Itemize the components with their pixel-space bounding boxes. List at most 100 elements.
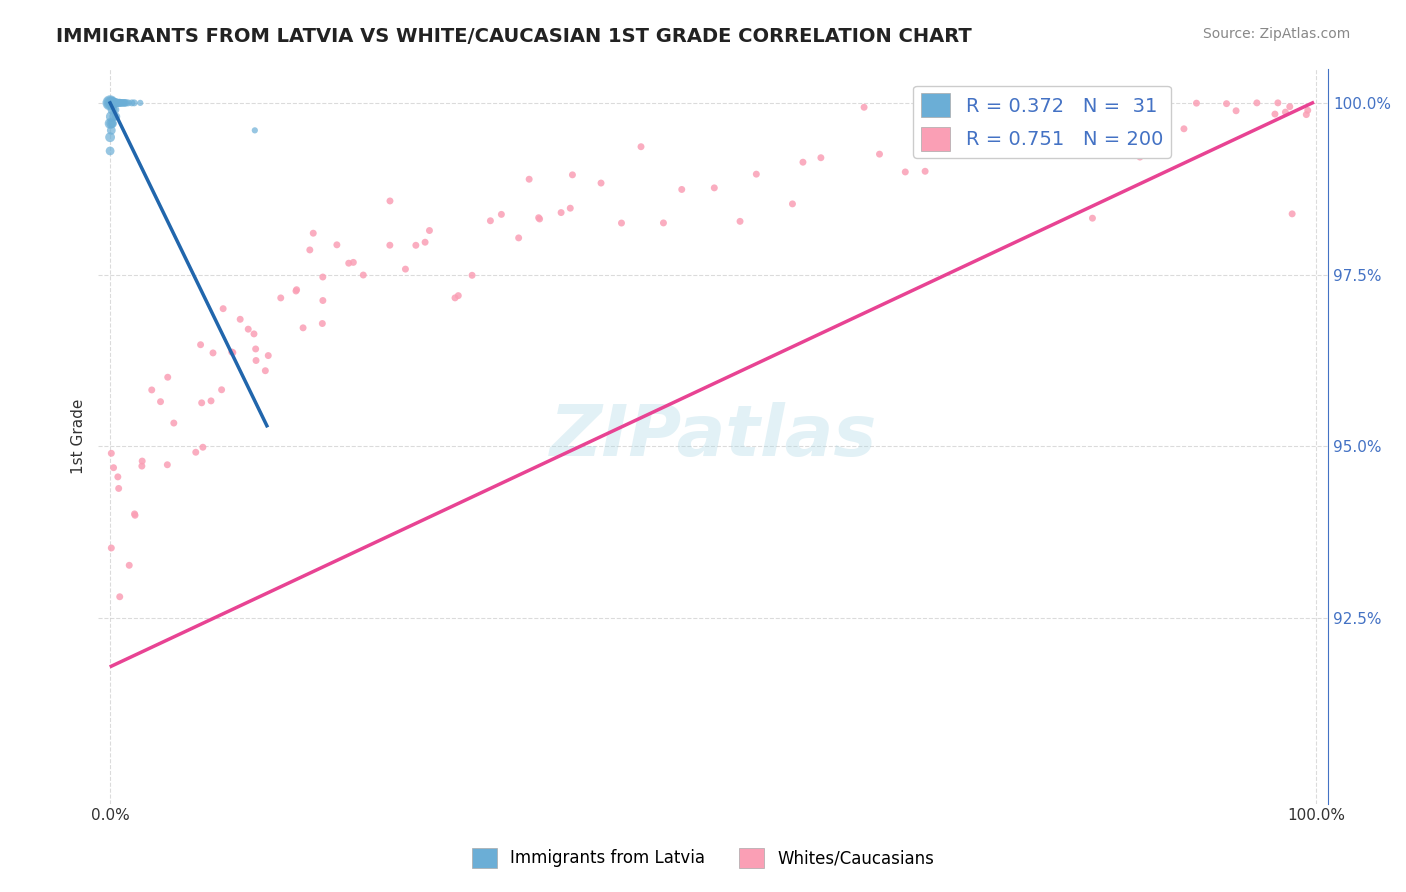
Point	[221, 345, 243, 359]
Point	[190, 396, 212, 410]
Text: ZIPatlas: ZIPatlas	[550, 401, 877, 471]
Point	[589, 176, 612, 190]
Point	[987, 95, 1010, 110]
Text: IMMIGRANTS FROM LATVIA VS WHITE/CAUCASIAN 1ST GRADE CORRELATION CHART: IMMIGRANTS FROM LATVIA VS WHITE/CAUCASIA…	[56, 27, 972, 45]
Point	[745, 167, 768, 181]
Point	[114, 95, 136, 110]
Point	[550, 205, 572, 219]
Point	[257, 349, 280, 363]
Point	[100, 116, 122, 130]
Point	[1246, 95, 1268, 110]
Point	[394, 262, 416, 277]
Point	[312, 270, 335, 285]
Point	[292, 321, 315, 335]
Point	[118, 558, 141, 573]
Point	[100, 541, 122, 555]
Point	[298, 243, 321, 257]
Point	[112, 95, 135, 110]
Point	[111, 95, 134, 110]
Point	[352, 268, 374, 282]
Legend: Immigrants from Latvia, Whites/Caucasians: Immigrants from Latvia, Whites/Caucasian…	[465, 841, 941, 875]
Point	[671, 182, 693, 196]
Point	[461, 268, 484, 283]
Point	[792, 155, 814, 169]
Point	[122, 95, 145, 110]
Point	[101, 103, 124, 117]
Point	[894, 165, 917, 179]
Point	[104, 95, 127, 110]
Point	[312, 293, 335, 308]
Point	[243, 326, 266, 341]
Point	[561, 168, 583, 182]
Point	[254, 364, 277, 378]
Point	[191, 440, 214, 454]
Point	[108, 590, 131, 604]
Point	[517, 172, 540, 186]
Point	[1296, 103, 1319, 118]
Point	[630, 139, 652, 153]
Point	[1215, 96, 1237, 111]
Point	[100, 95, 122, 110]
Point	[124, 507, 146, 521]
Point	[184, 445, 207, 459]
Point	[1081, 211, 1104, 226]
Point	[243, 123, 266, 137]
Point	[974, 134, 997, 148]
Point	[529, 211, 551, 226]
Point	[100, 123, 122, 137]
Point	[105, 95, 128, 110]
Point	[101, 116, 124, 130]
Point	[934, 139, 956, 153]
Point	[782, 197, 804, 211]
Point	[337, 256, 360, 270]
Point	[491, 207, 513, 221]
Point	[121, 95, 143, 110]
Point	[103, 110, 125, 124]
Point	[652, 216, 675, 230]
Point	[229, 312, 252, 326]
Point	[245, 353, 267, 368]
Point	[447, 288, 470, 302]
Point	[479, 213, 502, 227]
Point	[110, 95, 132, 110]
Point	[1264, 107, 1286, 121]
Point	[105, 95, 128, 110]
Point	[1295, 107, 1317, 121]
Point	[200, 393, 222, 408]
Point	[107, 95, 129, 110]
Point	[98, 95, 121, 110]
Point	[285, 284, 308, 298]
Point	[100, 446, 122, 460]
Point	[107, 482, 129, 496]
Point	[508, 231, 530, 245]
Point	[103, 95, 125, 110]
Point	[1274, 105, 1296, 120]
Point	[285, 283, 308, 297]
Point	[1173, 121, 1195, 136]
Point	[156, 370, 179, 384]
Point	[107, 470, 129, 484]
Point	[810, 151, 832, 165]
Point	[245, 342, 267, 356]
Point	[1045, 143, 1067, 157]
Point	[104, 103, 127, 117]
Point	[156, 458, 179, 472]
Point	[1108, 136, 1130, 150]
Point	[1185, 96, 1208, 111]
Point	[149, 394, 172, 409]
Point	[222, 345, 245, 359]
Point	[211, 383, 233, 397]
Point	[378, 238, 401, 252]
Point	[1225, 103, 1247, 118]
Point	[131, 459, 153, 474]
Point	[527, 211, 550, 225]
Point	[212, 301, 235, 316]
Point	[914, 164, 936, 178]
Point	[163, 416, 186, 430]
Point	[131, 454, 153, 468]
Point	[190, 337, 212, 351]
Legend: R = 0.372   N =  31, R = 0.751   N = 200: R = 0.372 N = 31, R = 0.751 N = 200	[912, 86, 1171, 158]
Point	[1278, 100, 1301, 114]
Point	[270, 291, 292, 305]
Point	[101, 95, 124, 110]
